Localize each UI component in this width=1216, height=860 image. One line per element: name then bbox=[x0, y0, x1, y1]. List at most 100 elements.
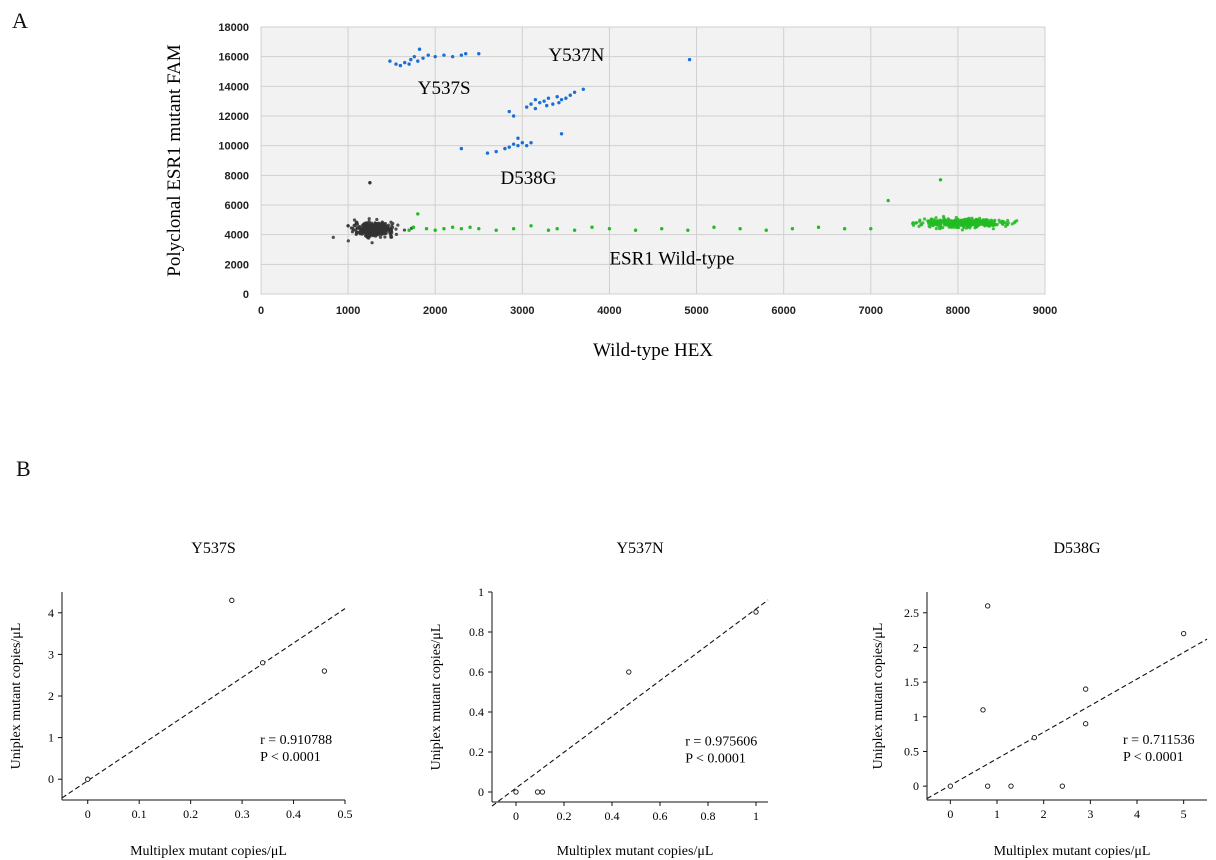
droplet-point bbox=[546, 228, 551, 232]
droplet-point bbox=[989, 218, 994, 222]
droplet-point bbox=[939, 223, 943, 227]
droplet-point bbox=[349, 226, 353, 230]
droplet-point bbox=[572, 90, 577, 94]
droplet-point bbox=[459, 227, 464, 231]
droplet-point bbox=[370, 241, 374, 245]
droplet-point bbox=[398, 63, 403, 68]
data-point bbox=[539, 789, 546, 795]
droplet-point bbox=[962, 224, 966, 229]
x-axis-label: Multiplex mutant copies/μL bbox=[557, 844, 714, 859]
x-tick-label: 3 bbox=[1087, 807, 1093, 821]
droplet-point bbox=[923, 217, 927, 221]
droplet-point bbox=[712, 225, 716, 229]
y-tick-label: 0 bbox=[478, 785, 484, 799]
droplet-point bbox=[978, 221, 982, 226]
x-tick-label: 0.5 bbox=[338, 807, 353, 821]
y-tick-label: 2000 bbox=[225, 259, 249, 271]
p-value: P < 0.0001 bbox=[685, 751, 746, 766]
droplet-point bbox=[934, 227, 938, 231]
droplet-point bbox=[355, 231, 359, 235]
droplet-point bbox=[459, 146, 464, 151]
droplet-point bbox=[581, 87, 586, 92]
panel-letter-b: B bbox=[16, 456, 31, 481]
droplet-point bbox=[936, 219, 940, 223]
y537s-chart-title: Y537S bbox=[191, 540, 235, 557]
data-point bbox=[980, 707, 986, 713]
y-tick-label: 0.4 bbox=[469, 705, 484, 719]
droplet-point bbox=[984, 220, 988, 224]
droplet-point bbox=[555, 227, 559, 231]
droplet-point bbox=[367, 217, 371, 221]
droplet-point bbox=[934, 216, 938, 220]
droplet-point bbox=[949, 219, 953, 223]
x-tick-label: 0.4 bbox=[605, 809, 620, 823]
x-tick-label: 9000 bbox=[1033, 305, 1057, 317]
droplet-point bbox=[374, 229, 378, 234]
y-tick-label: 0.8 bbox=[469, 625, 484, 639]
y-tick-label: 1.5 bbox=[904, 675, 919, 689]
droplet-point bbox=[954, 218, 958, 222]
droplet-point bbox=[551, 102, 555, 106]
droplet-point bbox=[914, 221, 918, 225]
regression-line bbox=[926, 638, 1208, 800]
x-tick-label: 0 bbox=[258, 305, 264, 317]
p-value: P < 0.0001 bbox=[260, 750, 321, 765]
x-tick-label: 0.1 bbox=[132, 807, 147, 821]
droplet-point bbox=[412, 54, 417, 59]
droplet-point bbox=[886, 198, 890, 203]
droplet-point bbox=[764, 228, 768, 232]
data-point bbox=[513, 789, 519, 795]
droplet-point bbox=[956, 218, 961, 222]
data-point bbox=[229, 597, 235, 603]
cluster-annotation: D538G bbox=[501, 168, 557, 189]
droplet-point bbox=[494, 228, 498, 232]
droplet-point bbox=[450, 54, 455, 59]
correlation-r: r = 0.975606 bbox=[685, 734, 757, 749]
droplet-point bbox=[542, 99, 546, 103]
droplet-point bbox=[660, 227, 664, 231]
droplet-point bbox=[464, 52, 468, 56]
plot-area bbox=[260, 26, 1046, 295]
x-tick-label: 3000 bbox=[510, 305, 534, 317]
droplet-point bbox=[433, 54, 437, 59]
data-point bbox=[753, 609, 759, 615]
droplet-point bbox=[993, 218, 997, 222]
droplet-point bbox=[373, 221, 377, 226]
droplet-point bbox=[424, 227, 429, 231]
x-tick-label: 5000 bbox=[684, 305, 708, 317]
data-point bbox=[985, 783, 991, 789]
droplet-point bbox=[368, 181, 372, 185]
droplet-point bbox=[942, 216, 946, 220]
data-point bbox=[947, 783, 953, 789]
x-tick-label: 0 bbox=[947, 807, 953, 821]
droplet-point bbox=[1010, 222, 1014, 226]
droplet-point bbox=[416, 59, 420, 63]
droplet-point bbox=[352, 223, 356, 228]
droplet-point bbox=[442, 53, 446, 57]
x-tick-label: 1 bbox=[753, 809, 759, 823]
droplet-point bbox=[468, 225, 472, 229]
droplet-point bbox=[516, 143, 520, 148]
droplet-point bbox=[973, 222, 977, 226]
droplet-point bbox=[331, 235, 335, 240]
x-tick-label: 1000 bbox=[336, 305, 360, 317]
x-axis-label: Multiplex mutant copies/μL bbox=[130, 844, 287, 859]
droplet-point bbox=[383, 229, 387, 233]
droplet-point bbox=[403, 60, 407, 65]
x-tick-label: 0.2 bbox=[183, 807, 198, 821]
droplet-point bbox=[572, 228, 577, 232]
droplet-point bbox=[394, 227, 398, 231]
droplet-point bbox=[416, 212, 420, 216]
droplet-point bbox=[407, 62, 411, 66]
droplet-point bbox=[932, 219, 936, 223]
droplet-point bbox=[507, 145, 511, 149]
droplet-point bbox=[935, 222, 939, 226]
droplet-point bbox=[358, 227, 362, 231]
droplet-point bbox=[633, 228, 638, 232]
droplet-point bbox=[949, 225, 953, 229]
droplet-point bbox=[955, 223, 959, 227]
y-tick-label: 3 bbox=[48, 647, 54, 661]
droplet-point bbox=[396, 223, 400, 227]
droplet-point bbox=[917, 224, 921, 228]
x-tick-label: 0.4 bbox=[286, 807, 301, 821]
